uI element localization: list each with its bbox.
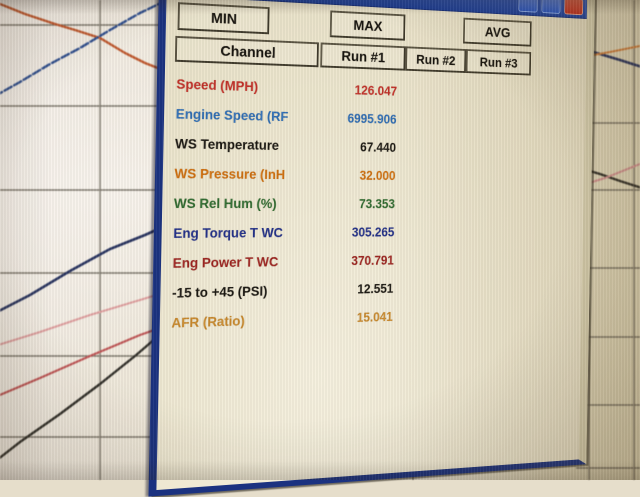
table-row: WS Rel Hum (%) 73.353 bbox=[162, 191, 584, 221]
chart-curves-left bbox=[0, 0, 165, 460]
column-header-channel[interactable]: Channel bbox=[174, 35, 319, 68]
table-row: WS Pressure (InH 32.000 bbox=[163, 161, 585, 193]
channel-label: AFR (Ratio) bbox=[171, 312, 245, 331]
channel-stats-window: MIN MAX AVG Channel Run #1 Run #2 Run #3… bbox=[148, 0, 595, 497]
channel-run1-value: 305.265 bbox=[351, 225, 395, 240]
tab-min[interactable]: MIN bbox=[177, 2, 270, 35]
channel-label: -15 to +45 (PSI) bbox=[171, 282, 268, 301]
channel-run1-value: 15.041 bbox=[356, 309, 393, 325]
channel-label: WS Rel Hum (%) bbox=[173, 195, 277, 212]
channel-table: Speed (MPH) 126.047 Engine Speed (RF 699… bbox=[159, 71, 585, 341]
channel-run1-value: 370.791 bbox=[351, 253, 394, 268]
tab-max[interactable]: MAX bbox=[329, 10, 406, 41]
channel-label: WS Pressure (InH bbox=[174, 165, 286, 182]
channel-run1-value: 126.047 bbox=[354, 82, 398, 99]
column-header-run3[interactable]: Run #3 bbox=[465, 49, 532, 76]
channel-run1-value: 67.440 bbox=[359, 139, 397, 155]
maximize-button[interactable] bbox=[541, 0, 561, 14]
tab-avg[interactable]: AVG bbox=[463, 17, 532, 47]
channel-label: WS Temperature bbox=[174, 135, 280, 153]
column-header-run1[interactable]: Run #1 bbox=[320, 42, 406, 71]
channel-run1-value: 32.000 bbox=[359, 168, 396, 183]
channel-run1-value: 12.551 bbox=[357, 281, 394, 297]
window-controls bbox=[518, 0, 584, 16]
channel-label: Eng Torque T WC bbox=[173, 224, 284, 241]
channel-run1-value: 73.353 bbox=[358, 196, 396, 211]
channel-label: Engine Speed (RF bbox=[175, 105, 289, 125]
channel-label: Speed (MPH) bbox=[176, 75, 259, 95]
minimize-button[interactable] bbox=[518, 0, 538, 13]
column-header-run2[interactable]: Run #2 bbox=[405, 46, 467, 73]
channel-run1-value: 6995.906 bbox=[347, 111, 397, 127]
close-button[interactable] bbox=[564, 0, 584, 16]
channel-label: Eng Power T WC bbox=[172, 253, 279, 271]
